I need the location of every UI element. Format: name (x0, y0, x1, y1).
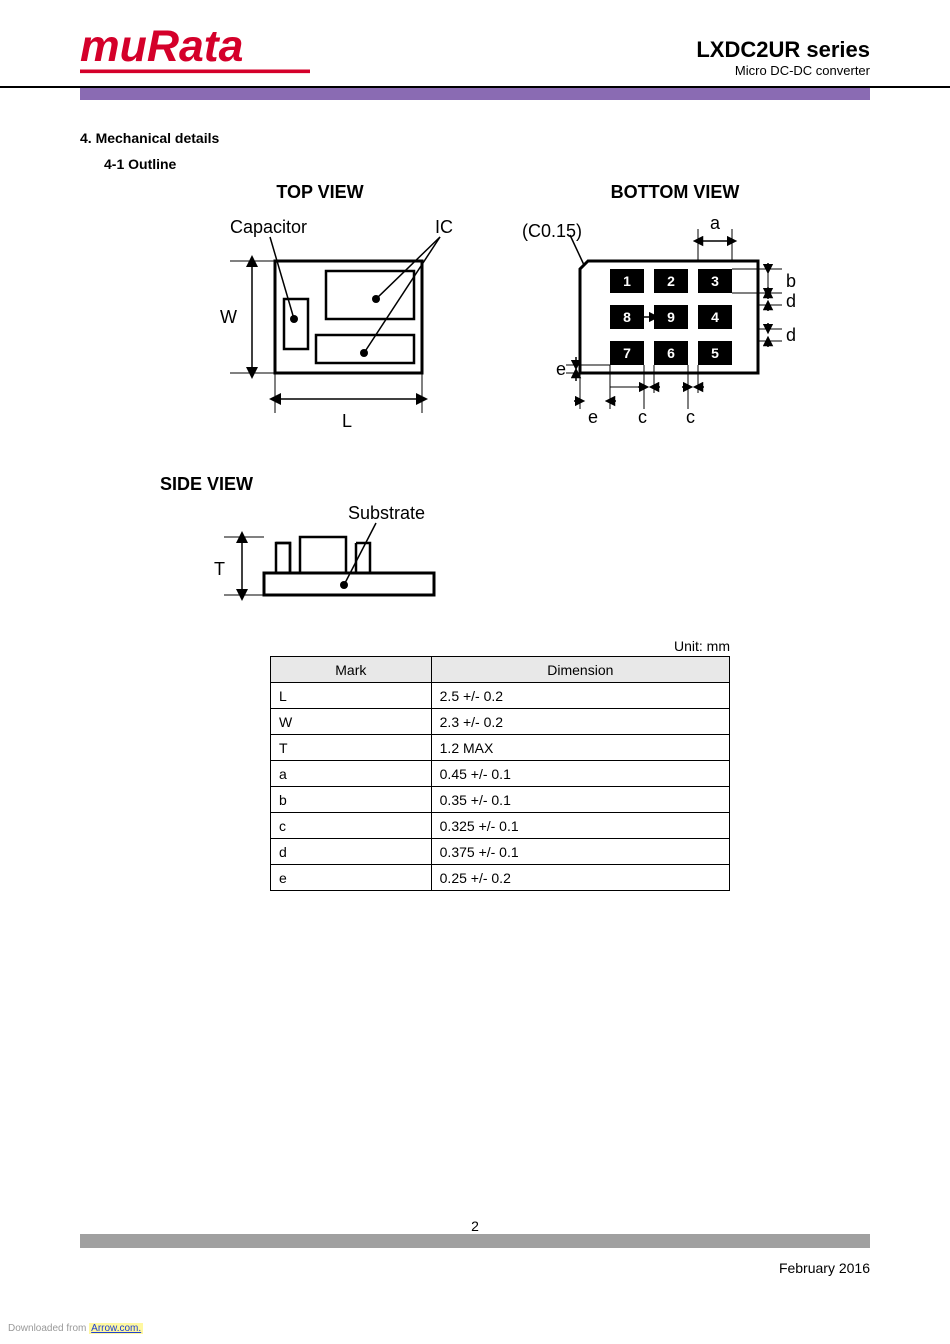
svg-text:muRata: muRata (80, 22, 243, 71)
table-header-mark: Mark (271, 657, 432, 683)
header-right: LXDC2UR series Micro DC-DC converter (696, 37, 870, 78)
bottom-view-column: BOTTOM VIEW (C0.15) 1 2 (520, 182, 830, 446)
table-cell-mark: d (271, 839, 432, 865)
svg-text:2: 2 (667, 273, 675, 289)
download-link[interactable]: Arrow.com. (89, 1323, 143, 1334)
table-row: L2.5 +/- 0.2 (271, 683, 730, 709)
d-label-1: d (786, 291, 796, 311)
svg-text:5: 5 (711, 345, 719, 361)
table-cell-dim: 0.325 +/- 0.1 (431, 813, 729, 839)
download-note: Downloaded from Arrow.com. (8, 1323, 143, 1334)
side-view-diagram: Substrate T (160, 503, 480, 613)
c-label-1: c (638, 407, 647, 427)
svg-text:9: 9 (667, 309, 675, 325)
table-cell-dim: 0.25 +/- 0.2 (431, 865, 729, 891)
table-row: a0.45 +/- 0.1 (271, 761, 730, 787)
d-label-2: d (786, 325, 796, 345)
table-cell-mark: T (271, 735, 432, 761)
svg-text:6: 6 (667, 345, 675, 361)
table-cell-mark: c (271, 813, 432, 839)
table-cell-dim: 0.375 +/- 0.1 (431, 839, 729, 865)
bottom-view-diagram: (C0.15) 1 2 3 8 9 4 (520, 211, 830, 441)
bottom-view-title: BOTTOM VIEW (520, 182, 830, 203)
table-cell-dim: 2.5 +/- 0.2 (431, 683, 729, 709)
content-area: 4. Mechanical details 4-1 Outline TOP VI… (0, 100, 950, 891)
svg-text:3: 3 (711, 273, 719, 289)
section-title: 4. Mechanical details (80, 130, 870, 146)
table-cell-mark: W (271, 709, 432, 735)
side-view-title: SIDE VIEW (160, 474, 870, 495)
capacitor-label: Capacitor (230, 217, 307, 237)
c-label-2: c (686, 407, 695, 427)
table-row: d0.375 +/- 0.1 (271, 839, 730, 865)
table-cell-mark: L (271, 683, 432, 709)
table-cell-mark: b (271, 787, 432, 813)
table-cell-mark: a (271, 761, 432, 787)
e-label-v: e (556, 359, 566, 379)
c015-label: (C0.15) (522, 221, 582, 241)
b-label: b (786, 271, 796, 291)
table-header-dim: Dimension (431, 657, 729, 683)
a-label: a (710, 213, 721, 233)
w-label: W (220, 307, 237, 327)
unit-label: Unit: mm (270, 638, 730, 654)
svg-text:4: 4 (711, 309, 719, 325)
e-label-h: e (588, 407, 598, 427)
ic-label: IC (435, 217, 453, 237)
t-label: T (214, 559, 225, 579)
footer-bar (80, 1234, 870, 1248)
header-purple-bar (80, 88, 870, 100)
l-label: L (342, 411, 352, 431)
svg-text:7: 7 (623, 345, 631, 361)
table-row: e0.25 +/- 0.2 (271, 865, 730, 891)
table-cell-dim: 2.3 +/- 0.2 (431, 709, 729, 735)
download-prefix: Downloaded from (8, 1323, 89, 1334)
page-number: 2 (0, 1218, 950, 1234)
table-cell-dim: 0.35 +/- 0.1 (431, 787, 729, 813)
table-row: W2.3 +/- 0.2 (271, 709, 730, 735)
series-title: LXDC2UR series (696, 37, 870, 63)
top-view-title: TOP VIEW (160, 182, 480, 203)
series-subtitle: Micro DC-DC converter (696, 63, 870, 78)
top-view-diagram: Capacitor IC W L (160, 211, 480, 441)
table-row: b0.35 +/- 0.1 (271, 787, 730, 813)
svg-text:1: 1 (623, 273, 631, 289)
table-cell-dim: 1.2 MAX (431, 735, 729, 761)
murata-logo: muRata (80, 20, 310, 78)
svg-text:8: 8 (623, 309, 631, 325)
footer-date: February 2016 (779, 1260, 870, 1276)
dimensions-table: Mark Dimension L2.5 +/- 0.2W2.3 +/- 0.2T… (270, 656, 730, 891)
views-container: TOP VIEW Capacitor IC (160, 182, 870, 446)
substrate-label: Substrate (348, 503, 425, 523)
table-cell-mark: e (271, 865, 432, 891)
subsection-title: 4-1 Outline (104, 156, 870, 172)
table-row: T1.2 MAX (271, 735, 730, 761)
table-row: c0.325 +/- 0.1 (271, 813, 730, 839)
page-header: muRata LXDC2UR series Micro DC-DC conver… (0, 0, 950, 88)
table-cell-dim: 0.45 +/- 0.1 (431, 761, 729, 787)
side-view-block: SIDE VIEW Substrate T (160, 474, 870, 618)
top-view-column: TOP VIEW Capacitor IC (160, 182, 480, 446)
